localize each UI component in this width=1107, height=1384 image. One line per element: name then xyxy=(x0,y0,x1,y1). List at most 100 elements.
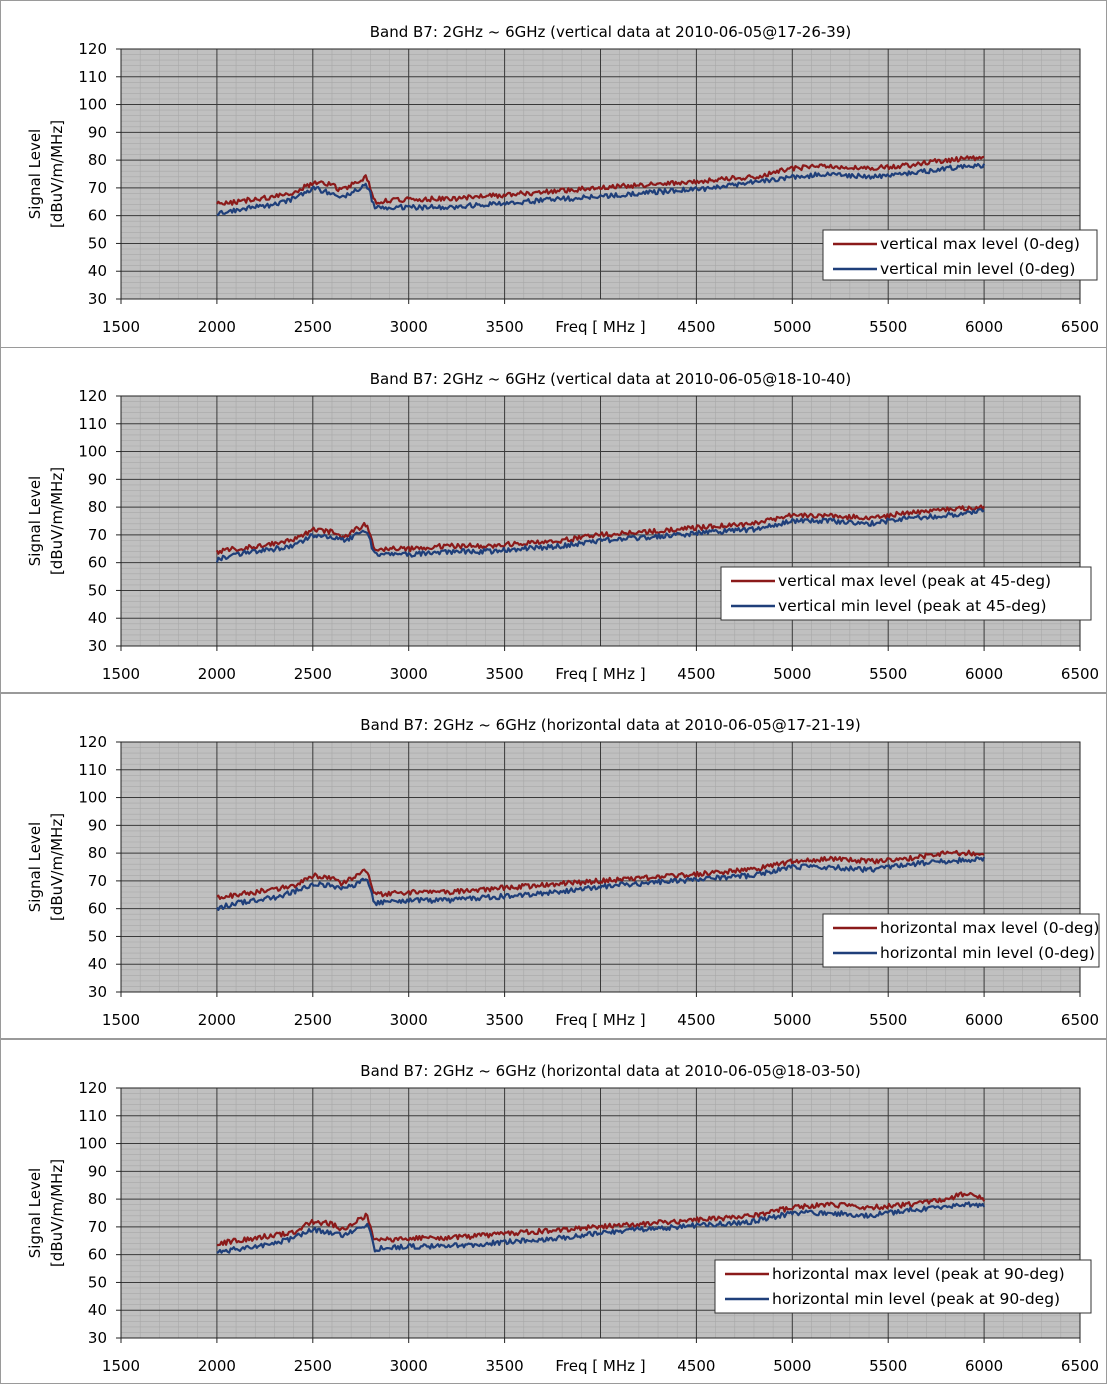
x-tick-label: 5500 xyxy=(869,1011,907,1029)
y-axis-label: Signal Level xyxy=(26,822,44,912)
y-tick-label: 60 xyxy=(88,900,107,918)
y-tick-label: 100 xyxy=(78,96,107,114)
legend-box xyxy=(720,566,1092,621)
chart-svg: Band B7: 2GHz ~ 6GHz (horizontal data at… xyxy=(26,1062,1099,1375)
y-tick-label: 90 xyxy=(88,123,107,141)
y-axis-label: Signal Level xyxy=(26,129,44,219)
legend: horizontal max level (peak at 90-deg) hor… xyxy=(714,1259,1092,1314)
y-tick-label: 50 xyxy=(88,1273,107,1291)
legend-entry: vertical min level (0-deg) xyxy=(880,260,1075,278)
y-tick-label: 100 xyxy=(78,1135,107,1153)
legend-box xyxy=(822,913,1100,968)
legend-box xyxy=(714,1259,1092,1314)
x-tick-label: 2000 xyxy=(198,665,236,683)
y-tick-label: 80 xyxy=(88,1190,107,1208)
y-tick-label: 120 xyxy=(78,733,107,751)
x-tick-label: 5500 xyxy=(869,318,907,336)
y-tick-label: 110 xyxy=(78,1107,107,1125)
x-axis-label: Freq [ MHz ] xyxy=(555,665,645,683)
y-tick-label: 70 xyxy=(88,872,107,890)
x-tick-label: 1500 xyxy=(102,318,140,336)
y-tick-label: 80 xyxy=(88,844,107,862)
x-tick-label: 2000 xyxy=(198,318,236,336)
chart-title: Band B7: 2GHz ~ 6GHz (vertical data at 2… xyxy=(370,370,852,388)
y-tick-label: 80 xyxy=(88,498,107,516)
y-tick-label: 50 xyxy=(88,927,107,945)
chart-title: Band B7: 2GHz ~ 6GHz (horizontal data at… xyxy=(360,716,860,734)
y-tick-label: 100 xyxy=(78,789,107,807)
series-line-max xyxy=(216,155,985,206)
y-tick-label: 30 xyxy=(88,983,107,1001)
chart-svg: Band B7: 2GHz ~ 6GHz (horizontal data at… xyxy=(26,716,1100,1029)
x-tick-label: 2000 xyxy=(198,1357,236,1375)
x-tick-label: 4500 xyxy=(677,318,715,336)
x-tick-label: 4500 xyxy=(677,1357,715,1375)
chart-svg: Band B7: 2GHz ~ 6GHz (vertical data at 2… xyxy=(26,370,1099,683)
y-axis-label: [dBuV/m/MHz] xyxy=(48,813,66,921)
plot-border xyxy=(120,741,1081,993)
y-tick-label: 70 xyxy=(88,179,107,197)
x-axis-label: Freq [ MHz ] xyxy=(555,318,645,336)
series-line-max xyxy=(215,504,986,555)
y-tick-label: 70 xyxy=(88,526,107,544)
y-tick-label: 40 xyxy=(88,262,107,280)
legend-entry: vertical min level (peak at 45-deg) xyxy=(778,597,1047,615)
y-tick-label: 70 xyxy=(88,1218,107,1236)
x-tick-label: 1500 xyxy=(102,1357,140,1375)
y-tick-label: 100 xyxy=(78,443,107,461)
y-tick-label: 40 xyxy=(88,955,107,973)
y-axis-label: [dBuV/m/MHz] xyxy=(48,120,66,228)
x-tick-label: 4500 xyxy=(677,665,715,683)
plot-border xyxy=(120,395,1081,647)
x-tick-label: 3500 xyxy=(486,318,524,336)
y-tick-label: 120 xyxy=(78,40,107,58)
x-tick-label: 3000 xyxy=(390,1011,428,1029)
y-tick-label: 60 xyxy=(88,207,107,225)
plot-border xyxy=(120,1087,1081,1339)
legend: vertical max level (peak at 45-deg) verti… xyxy=(720,566,1092,621)
x-tick-label: 2500 xyxy=(294,1011,332,1029)
y-axis-label: Signal Level xyxy=(26,476,44,566)
grid xyxy=(120,741,1081,993)
series-line-min xyxy=(216,1201,986,1254)
x-tick-label: 2500 xyxy=(294,1357,332,1375)
chart-panel-3: Band B7: 2GHz ~ 6GHz (horizontal data at… xyxy=(0,693,1107,1039)
y-tick-label: 30 xyxy=(88,637,107,655)
y-tick-label: 80 xyxy=(88,151,107,169)
x-tick-label: 2500 xyxy=(294,318,332,336)
x-tick-label: 2000 xyxy=(198,1011,236,1029)
x-tick-label: 3000 xyxy=(390,665,428,683)
legend-entry: vertical max level (peak at 45-deg) xyxy=(778,572,1051,590)
legend: horizontal max level (0-deg) horizontal m… xyxy=(822,913,1100,968)
y-tick-label: 60 xyxy=(88,554,107,572)
x-tick-label: 5000 xyxy=(773,1011,811,1029)
x-tick-label: 3500 xyxy=(486,1011,524,1029)
legend-box xyxy=(822,229,1098,281)
y-tick-label: 30 xyxy=(88,290,107,308)
x-tick-label: 3500 xyxy=(486,665,524,683)
legend-entry: horizontal min level (0-deg) xyxy=(880,944,1095,962)
x-tick-label: 6500 xyxy=(1061,1357,1099,1375)
x-tick-label: 6500 xyxy=(1061,665,1099,683)
y-tick-label: 110 xyxy=(78,761,107,779)
chart-svg: Band B7: 2GHz ~ 6GHz (vertical data at 2… xyxy=(26,23,1099,336)
y-axis-label: [dBuV/m/MHz] xyxy=(48,467,66,575)
x-tick-label: 5000 xyxy=(773,318,811,336)
chart-title: Band B7: 2GHz ~ 6GHz (vertical data at 2… xyxy=(370,23,852,41)
x-tick-label: 6000 xyxy=(965,1011,1003,1029)
legend: vertical max level (0-deg) vertical min l… xyxy=(822,229,1098,281)
x-tick-label: 3000 xyxy=(390,1357,428,1375)
x-tick-label: 1500 xyxy=(102,665,140,683)
y-axis-label: Signal Level xyxy=(26,1168,44,1258)
legend-entry: vertical max level (0-deg) xyxy=(880,235,1080,253)
chart-panel-1: Band B7: 2GHz ~ 6GHz (vertical data at 2… xyxy=(0,0,1107,348)
chart-panel-2: Band B7: 2GHz ~ 6GHz (vertical data at 2… xyxy=(0,347,1107,693)
series-line-min xyxy=(215,856,986,911)
legend-entry: horizontal max level (0-deg) xyxy=(880,919,1099,937)
series-line-min xyxy=(216,162,986,217)
y-tick-label: 60 xyxy=(88,1246,107,1264)
x-axis-label: Freq [ MHz ] xyxy=(555,1357,645,1375)
legend-entry: horizontal max level (peak at 90-deg) xyxy=(772,1265,1065,1283)
chart-title: Band B7: 2GHz ~ 6GHz (horizontal data at… xyxy=(360,1062,860,1080)
